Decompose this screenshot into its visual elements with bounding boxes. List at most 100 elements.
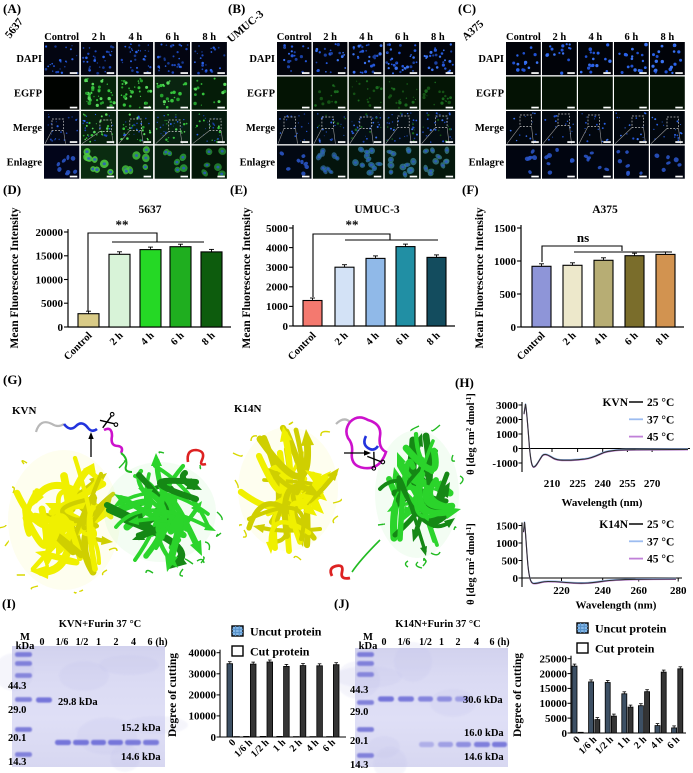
svg-text:30000: 30000 — [189, 669, 217, 681]
svg-text:(A): (A) — [3, 1, 21, 16]
svg-text:ns: ns — [577, 230, 589, 245]
svg-text:(h): (h) — [497, 637, 509, 648]
svg-text:10000: 10000 — [189, 711, 217, 723]
svg-text:1/2 h: 1/2 h — [249, 737, 272, 760]
svg-text:Enlagre: Enlagre — [469, 158, 505, 169]
svg-text:8 h: 8 h — [425, 330, 443, 348]
svg-text:5000: 5000 — [545, 713, 568, 725]
svg-text:240: 240 — [594, 585, 611, 597]
svg-text:Control: Control — [286, 330, 318, 362]
svg-text:(J): (J) — [334, 596, 349, 611]
svg-text:0: 0 — [227, 737, 238, 748]
svg-text:Degree of cutting: Degree of cutting — [512, 653, 524, 737]
svg-text:4 h: 4 h — [129, 32, 143, 43]
svg-text:Control: Control — [277, 32, 312, 43]
svg-text:8 h: 8 h — [202, 32, 216, 43]
svg-text:4 h: 4 h — [139, 330, 157, 348]
svg-text:Mean Fluorescence Intensity: Mean Fluorescence Intensity — [9, 207, 21, 348]
svg-text:Enlagre: Enlagre — [7, 158, 43, 169]
svg-text:1 h: 1 h — [271, 737, 288, 754]
svg-text:Merge: Merge — [475, 123, 504, 134]
svg-text:0: 0 — [513, 443, 519, 455]
svg-text:kDa: kDa — [16, 641, 35, 652]
svg-text:29.8 kDa: 29.8 kDa — [58, 697, 98, 708]
svg-text:1000: 1000 — [496, 538, 519, 550]
svg-text:16.0 kDa: 16.0 kDa — [464, 728, 504, 739]
svg-text:(B): (B) — [228, 1, 245, 16]
svg-text:2000: 2000 — [496, 414, 519, 426]
svg-text:0: 0 — [58, 322, 64, 334]
svg-text:5000: 5000 — [41, 298, 64, 310]
svg-text:1/2 h: 1/2 h — [593, 734, 616, 757]
svg-text:45 °C: 45 °C — [647, 432, 674, 444]
svg-text:14.6 kDa: 14.6 kDa — [464, 752, 504, 763]
svg-text:-1000: -1000 — [492, 458, 518, 470]
svg-text:(F): (F) — [462, 182, 479, 197]
svg-text:6: 6 — [148, 637, 153, 648]
svg-text:10000: 10000 — [540, 698, 568, 710]
svg-text:37 °C: 37 °C — [647, 536, 674, 548]
svg-text:(h): (h) — [155, 637, 167, 648]
svg-text:20000: 20000 — [36, 227, 64, 239]
svg-text:**: ** — [116, 217, 129, 232]
svg-text:20.1: 20.1 — [8, 733, 26, 744]
svg-text:4 h: 4 h — [592, 330, 610, 348]
svg-text:0: 0 — [511, 322, 517, 334]
svg-text:4 h: 4 h — [364, 330, 382, 348]
svg-text:0: 0 — [211, 732, 217, 744]
svg-text:3000: 3000 — [266, 262, 289, 274]
svg-text:Wavelength (nm): Wavelength (nm) — [562, 497, 643, 509]
svg-text:(C): (C) — [458, 1, 476, 16]
svg-text:14.3: 14.3 — [8, 757, 26, 768]
svg-text:44.3: 44.3 — [350, 685, 368, 696]
svg-text:θ [deg cm2 dmol-1]: θ [deg cm2 dmol-1] — [465, 523, 477, 605]
svg-text:0: 0 — [283, 321, 289, 333]
svg-text:Enlagre: Enlagre — [240, 158, 276, 169]
svg-text:6: 6 — [490, 637, 495, 648]
svg-text:6 h: 6 h — [623, 330, 641, 348]
svg-text:M: M — [20, 632, 30, 643]
svg-text:2 h: 2 h — [553, 32, 567, 43]
svg-text:1000: 1000 — [496, 429, 519, 441]
svg-text:K14N+Furin 37 °C: K14N+Furin 37 °C — [395, 619, 480, 630]
svg-text:2 h: 2 h — [561, 330, 579, 348]
svg-text:29.0: 29.0 — [350, 707, 368, 718]
svg-text:Control: Control — [44, 32, 79, 43]
svg-text:5000: 5000 — [266, 223, 289, 235]
svg-text:500: 500 — [500, 289, 517, 301]
svg-text:1/2: 1/2 — [76, 637, 89, 648]
svg-text:20000: 20000 — [540, 668, 568, 680]
svg-text:Mean Fluorescence Intensity: Mean Fluorescence Intensity — [474, 207, 486, 348]
svg-text:4000: 4000 — [266, 242, 289, 254]
svg-text:1500: 1500 — [496, 520, 519, 532]
svg-text:Uncut protein: Uncut protein — [595, 622, 667, 636]
svg-text:(E): (E) — [230, 182, 247, 197]
svg-text:(G): (G) — [3, 372, 22, 387]
svg-text:4: 4 — [474, 637, 479, 648]
svg-text:EGFP: EGFP — [476, 89, 505, 100]
svg-text:Control: Control — [515, 330, 547, 362]
svg-text:500: 500 — [502, 555, 519, 567]
svg-text:2 h: 2 h — [92, 32, 106, 43]
svg-text:260: 260 — [630, 585, 647, 597]
svg-text:40000: 40000 — [189, 648, 217, 660]
svg-text:255: 255 — [619, 478, 636, 490]
svg-text:2 h: 2 h — [108, 330, 126, 348]
svg-text:44.3: 44.3 — [8, 681, 26, 692]
svg-text:Merge: Merge — [246, 123, 275, 134]
svg-text:1/6: 1/6 — [56, 637, 69, 648]
svg-text:37 °C: 37 °C — [647, 414, 674, 426]
svg-text:0: 0 — [382, 637, 387, 648]
svg-text:25 °C: 25 °C — [647, 519, 674, 531]
svg-text:2 h: 2 h — [288, 737, 305, 754]
svg-text:UMUC-3: UMUC-3 — [354, 204, 400, 216]
svg-text:2 h: 2 h — [333, 330, 351, 348]
svg-text:2: 2 — [114, 637, 119, 648]
svg-text:K14N: K14N — [599, 519, 628, 531]
svg-text:0: 0 — [40, 637, 45, 648]
svg-text:25 °C: 25 °C — [647, 397, 674, 409]
svg-text:15.2 kDa: 15.2 kDa — [121, 723, 161, 734]
svg-text:20.1: 20.1 — [350, 736, 368, 747]
svg-text:Degree of cutting: Degree of cutting — [167, 653, 179, 737]
svg-text:Control: Control — [506, 32, 541, 43]
